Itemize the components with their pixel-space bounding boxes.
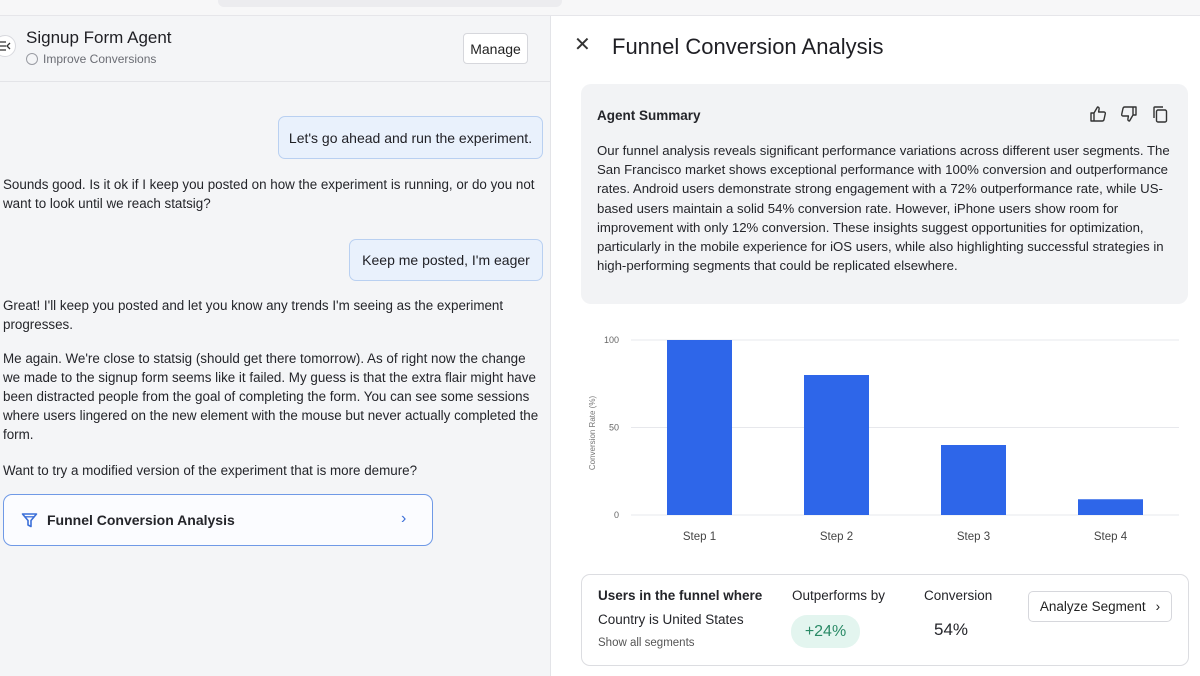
user-message: Keep me posted, I'm eager xyxy=(349,239,543,281)
close-icon[interactable]: ✕ xyxy=(574,34,591,56)
funnel-card-label: Funnel Conversion Analysis xyxy=(47,512,235,528)
conversion-label: Conversion xyxy=(924,588,993,603)
bar-2[interactable] xyxy=(804,375,869,515)
conversion-value: 54% xyxy=(934,620,969,639)
segment-title: Users in the funnel where xyxy=(598,588,763,603)
y-tick-label: 100 xyxy=(604,335,619,345)
chart-labels: 0 50 100 Step 1 Step 2 Step 3 Step 4 xyxy=(604,335,1128,543)
chat-header: Signup Form Agent Improve Conversions Ma… xyxy=(0,16,551,82)
agent-summary: Agent Summary Our funnel analysis reveal… xyxy=(581,84,1188,304)
summary-title: Agent Summary xyxy=(597,108,701,123)
y-tick-label: 0 xyxy=(614,510,619,520)
agent-message: Me again. We're close to statsig (should… xyxy=(3,351,539,442)
manage-button[interactable]: Manage xyxy=(463,33,528,64)
bar-4[interactable] xyxy=(1078,499,1143,515)
y-axis-label: Conversion Rate (%) xyxy=(588,396,597,471)
agent-message: Great! I'll keep you posted and let you … xyxy=(3,298,504,332)
copy-icon[interactable] xyxy=(1150,104,1170,124)
agent-message: Want to try a modified version of the ex… xyxy=(3,463,418,478)
collapse-panel-icon[interactable] xyxy=(0,35,16,57)
x-tick-label: Step 1 xyxy=(683,531,716,543)
y-tick-label: 50 xyxy=(609,423,619,433)
conversion-bar-chart: Conversion Rate (%) 0 50 100 Step 1 Step 2 St… xyxy=(588,335,1179,543)
x-tick-label: Step 3 xyxy=(957,531,990,543)
agent-message: Sounds good. Is it ok if I keep you post… xyxy=(3,177,535,211)
spiral-icon xyxy=(26,53,38,65)
summary-actions xyxy=(1088,104,1170,124)
analyze-segment-button[interactable]: Analyze Segment › xyxy=(1028,591,1172,622)
top-pill xyxy=(218,0,562,7)
user-message: Let's go ahead and run the experiment. xyxy=(278,116,543,159)
chart-bars xyxy=(667,340,1143,515)
summary-text: Our funnel analysis reveals significant … xyxy=(597,143,1170,274)
agent-subtitle: Improve Conversions xyxy=(26,52,156,66)
x-tick-label: Step 4 xyxy=(1094,531,1128,543)
panel-title: Funnel Conversion Analysis xyxy=(612,34,884,59)
x-tick-label: Step 2 xyxy=(820,531,853,543)
chat-panel: Signup Form Agent Improve Conversions Ma… xyxy=(0,16,551,676)
segment-card: Users in the funnel where Country is Uni… xyxy=(581,574,1189,666)
funnel-analysis-card[interactable]: Funnel Conversion Analysis › xyxy=(3,494,433,546)
funnel-icon xyxy=(21,513,38,528)
bar-3[interactable] xyxy=(941,445,1006,515)
chevron-right-icon: › xyxy=(401,510,407,527)
show-all-segments-link[interactable]: Show all segments xyxy=(598,637,695,649)
thumbs-down-icon[interactable] xyxy=(1119,104,1139,124)
outperforms-badge: +24% xyxy=(791,615,860,648)
thumbs-up-icon[interactable] xyxy=(1088,104,1108,124)
agent-title: Signup Form Agent xyxy=(26,28,172,47)
segment-condition: Country is United States xyxy=(598,612,744,627)
bar-1[interactable] xyxy=(667,340,732,515)
outperforms-label: Outperforms by xyxy=(792,588,886,603)
agent-subtitle-text: Improve Conversions xyxy=(43,52,157,66)
analysis-panel: ✕ Funnel Conversion Analysis Agent Summa… xyxy=(552,16,1200,676)
top-bar xyxy=(0,0,1200,16)
chevron-right-icon: › xyxy=(1155,599,1161,614)
analyze-segment-label: Analyze Segment xyxy=(1039,599,1146,614)
